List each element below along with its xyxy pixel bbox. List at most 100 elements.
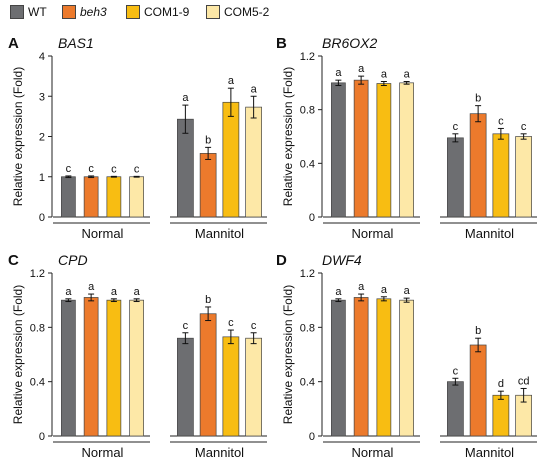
panel-c-y-tick-label: 0 [39, 431, 45, 443]
panel-d-significance-letter: b [475, 325, 481, 337]
panel-a-letter: A [8, 35, 19, 52]
panel-d-y-tick-label: 0.4 [300, 377, 315, 389]
panel-a-bar [129, 176, 144, 218]
panel-a-y-tick-label: 2 [39, 132, 45, 144]
panel-d-group-label: Mannitol [465, 445, 514, 460]
panel-a-significance-letter: b [205, 134, 211, 146]
panel-b-y-tick-label: 0.8 [300, 105, 315, 117]
legend-swatch-beh3 [62, 5, 76, 19]
panel-a-y-tick-label: 4 [39, 51, 45, 63]
panel-c-significance-letter: a [65, 286, 72, 298]
panel-d-title: DWF4 [322, 252, 362, 268]
legend-swatch-wt [10, 5, 24, 19]
panel-a-significance-letter: c [88, 163, 94, 175]
chart-legend: WT beh3 COM1-9 COM5-2 [0, 0, 550, 24]
panel-d-significance-letter: d [498, 378, 504, 390]
panel-a-group-label: Mannitol [195, 226, 244, 241]
panel-a-bar [245, 106, 262, 218]
legend-item-beh3: beh3 [62, 4, 107, 20]
panel-c-y-tick-label: 0.4 [30, 377, 45, 389]
panel-a-bar [61, 176, 76, 218]
legend-swatch-com5-2 [206, 5, 220, 19]
legend-label-wt: WT [28, 5, 47, 19]
panel-d-bar [447, 381, 464, 437]
panel-a-bar [222, 101, 240, 218]
legend-label-com5-2: COM5-2 [224, 5, 270, 19]
panel-a-bar [83, 176, 99, 218]
panel-a-group-label: Normal [82, 226, 124, 241]
panel-c-bar [222, 336, 240, 437]
panel-d-significance-letter: a [335, 286, 342, 298]
panel-a-significance-letter: c [111, 163, 117, 175]
panel-c-bar [245, 337, 262, 437]
panel-b-significance-letter: a [358, 63, 365, 75]
legend-item-com5-2: COM5-2 [206, 4, 269, 20]
panel-c-bar [129, 299, 144, 437]
legend-item-com1-9: COM1-9 [126, 4, 189, 20]
panel-a-bar [199, 153, 217, 218]
panel-b-y-tick-label: 0 [309, 212, 315, 224]
panel-b-title: BR6OX2 [322, 35, 377, 51]
panel-d-y-axis-label: Relative expression (Fold) [281, 285, 295, 424]
panel-d-bar [331, 299, 346, 437]
panel-a-bar [177, 118, 194, 218]
panel-b-significance-letter: a [404, 68, 411, 80]
panel-c-group-label: Mannitol [195, 445, 244, 460]
panel-d-significance-letter: a [381, 284, 388, 296]
panel-a-y-axis-label: Relative expression (Fold) [11, 67, 25, 206]
panel-a-significance-letter: a [182, 92, 189, 104]
panel-b-y-axis-label: Relative expression (Fold) [281, 67, 295, 206]
panel-c-significance-letter: c [228, 317, 234, 329]
panel-c-significance-letter: a [88, 281, 95, 293]
panel-b-bar [376, 83, 392, 218]
panel-b-y-tick-label: 0.4 [300, 158, 315, 170]
panel-c-bar [61, 299, 76, 437]
panel-a-title: BAS1 [58, 35, 94, 51]
panel-c-group-label: Normal [82, 445, 124, 460]
panel-b-y-tick-label: 1.2 [300, 51, 315, 63]
legend-label-beh3: beh3 [80, 5, 107, 19]
panel-a-y-tick-label: 3 [39, 91, 45, 103]
panel-b-letter: B [276, 35, 287, 52]
panel-c-y-axis-label: Relative expression (Fold) [11, 285, 25, 424]
panel-b-bar [515, 136, 532, 218]
panel-b-significance-letter: c [453, 121, 459, 133]
panel-d-group-label: Normal [352, 445, 394, 460]
panel-c-significance-letter: a [111, 286, 118, 298]
legend-item-wt: WT [10, 4, 47, 20]
panel-d-y-tick-label: 0 [309, 431, 315, 443]
panel-d-y-tick-label: 1.2 [300, 268, 315, 280]
panel-d-letter: D [276, 252, 287, 269]
panel-a-y-tick-label: 0 [39, 212, 45, 224]
panel-c-bar [83, 297, 99, 437]
panel-b-bar [447, 137, 464, 218]
panel-b-group-label: Mannitol [465, 226, 514, 241]
panel-b-significance-letter: a [381, 68, 388, 80]
panel-b-significance-letter: b [475, 93, 481, 105]
panel-b-significance-letter: c [498, 115, 504, 127]
panel-c-title: CPD [58, 252, 88, 268]
panel-a-significance-letter: c [134, 163, 140, 175]
panel-d-significance-letter: a [358, 281, 365, 293]
panel-c-significance-letter: a [134, 286, 141, 298]
panel-a-y-tick-label: 1 [39, 172, 45, 184]
panel-b-group-label: Normal [352, 226, 394, 241]
panel-d-y-tick-label: 0.8 [300, 322, 315, 334]
panel-b-significance-letter: a [335, 67, 342, 79]
panel-b-bar [331, 82, 346, 218]
panel-d-significance-letter: a [404, 285, 411, 297]
panel-c-bar [177, 337, 194, 437]
panel-d-bar [399, 299, 414, 437]
panel-d-significance-letter: c [453, 365, 459, 377]
panel-b-bar [469, 113, 487, 218]
panel-a-significance-letter: c [66, 163, 72, 175]
panel-b-significance-letter: c [521, 121, 527, 133]
panel-c-bar [199, 313, 217, 437]
panel-c-bar [106, 299, 122, 437]
panel-b-bar [353, 79, 369, 218]
panel-d-significance-letter: cd [518, 375, 530, 387]
panel-c-significance-letter: c [251, 320, 257, 332]
panel-a-significance-letter: a [251, 83, 258, 95]
panel-c-significance-letter: c [183, 320, 189, 332]
